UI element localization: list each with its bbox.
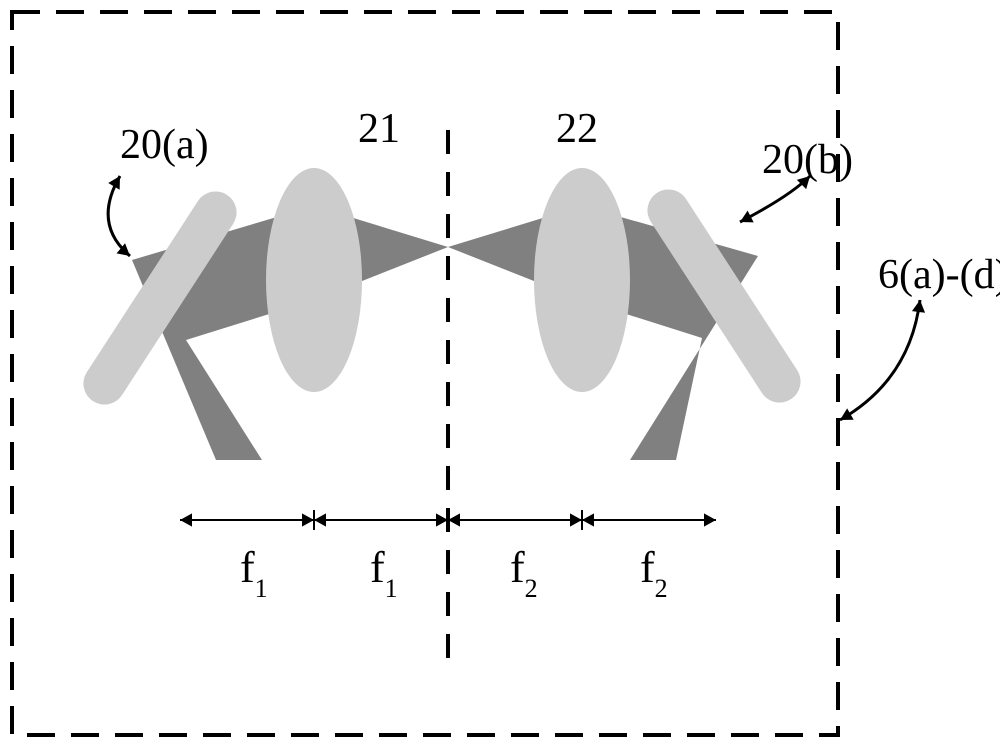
lens-right [534,168,630,392]
label-lens-left: 21 [358,106,400,152]
lens-left [266,168,362,392]
label-group-ref: 6(a)-(d) [878,252,1000,298]
label-mirror-right: 20(b) [762,137,853,183]
background [0,0,1000,745]
label-mirror-left: 20(a) [120,122,209,168]
label-lens-right: 22 [556,106,598,152]
diagram-canvas: 20(a)212220(b)6(a)-(d)f1f1f2f2 [0,0,1000,745]
